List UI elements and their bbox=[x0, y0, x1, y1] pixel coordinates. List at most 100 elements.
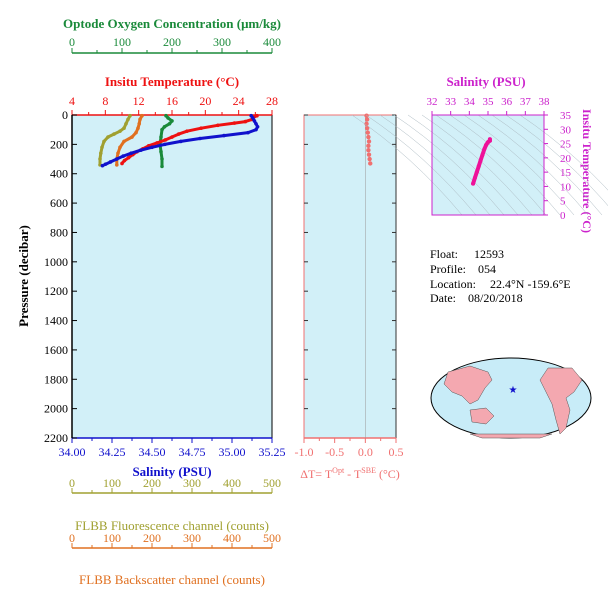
deltat-title-sup2: SBE bbox=[361, 466, 376, 475]
ts-point bbox=[480, 153, 485, 157]
world-map: ★ bbox=[430, 357, 592, 439]
deltat-axis-tick-label: 0.5 bbox=[389, 445, 404, 459]
fluorescence-point bbox=[102, 139, 106, 144]
temperature-axis-tick-label: 12 bbox=[133, 94, 145, 108]
fluorescence-point bbox=[106, 135, 110, 139]
backscatter-point bbox=[116, 151, 120, 155]
map-australia bbox=[469, 407, 495, 425]
backscatter-point bbox=[138, 117, 142, 122]
ts-temperature-tick-label: 15 bbox=[560, 167, 572, 179]
ts-density-contour bbox=[379, 114, 491, 216]
oxygen-point bbox=[166, 116, 170, 120]
fluorescence-point bbox=[112, 132, 116, 136]
temperature-point bbox=[216, 123, 220, 128]
ts-density-contour bbox=[463, 114, 575, 216]
backscatter-axis-title: FLBB Backscatter channel (counts) bbox=[79, 572, 265, 587]
deltat-point bbox=[366, 134, 371, 140]
deltat-point bbox=[366, 143, 371, 149]
ts-density-contour bbox=[435, 114, 547, 216]
ts-point bbox=[487, 137, 492, 142]
temperature-point bbox=[176, 132, 181, 136]
backscatter-axis-tick-label: 200 bbox=[143, 531, 161, 545]
ts-salinity-tick-label: 36 bbox=[501, 96, 513, 108]
temperature-point bbox=[163, 138, 168, 142]
float-label: Float: bbox=[430, 247, 458, 261]
ts-salinity-title: Salinity (PSU) bbox=[446, 74, 525, 89]
salinity-point bbox=[129, 151, 133, 155]
backscatter-axis-tick-label: 500 bbox=[263, 531, 281, 545]
salinity-axis-title: Salinity (PSU) bbox=[132, 464, 211, 479]
ts-point bbox=[478, 158, 483, 163]
fluorescence-point bbox=[98, 157, 102, 161]
oxygen-point bbox=[162, 124, 167, 129]
deltat-point bbox=[364, 121, 369, 127]
salinity-point bbox=[246, 130, 250, 135]
ts-density-contour bbox=[477, 114, 589, 216]
fluorescence-point bbox=[124, 122, 128, 126]
temperature-axis-tick-label: 20 bbox=[199, 94, 211, 108]
backscatter-point bbox=[118, 145, 122, 150]
oxygen-axis-tick-label: 300 bbox=[213, 35, 231, 49]
deltat-point bbox=[367, 156, 372, 162]
date-value: 08/20/2018 bbox=[468, 291, 523, 305]
salinity-point bbox=[251, 116, 255, 120]
fluorescence-point bbox=[128, 113, 132, 118]
ts-point bbox=[474, 170, 479, 175]
deltat-plot-area bbox=[303, 114, 397, 439]
oxygen-point bbox=[167, 122, 172, 126]
deltat-point bbox=[366, 139, 372, 144]
profile-label: Profile: bbox=[430, 262, 466, 276]
temperature-point bbox=[255, 113, 259, 118]
ts-salinity-tick-label: 33 bbox=[445, 96, 457, 108]
deltat-point bbox=[366, 152, 372, 157]
ts-point bbox=[471, 181, 476, 186]
deltat-axis-title: ΔT= TOpt - TSBE (°C) bbox=[300, 466, 400, 481]
backscatter-point bbox=[134, 130, 138, 135]
date-label: Date: bbox=[430, 291, 456, 305]
pressure-axis-tick-label: 400 bbox=[50, 167, 68, 181]
temperature-axis-tick-label: 28 bbox=[266, 94, 278, 108]
fluorescence-axis-tick-label: 300 bbox=[183, 476, 201, 490]
ts-temperature-tick-label: 35 bbox=[560, 110, 572, 122]
ts-salinity-tick-label: 32 bbox=[427, 96, 438, 108]
deltat-point bbox=[368, 161, 373, 166]
profile-value: 054 bbox=[478, 262, 496, 276]
ts-salinity-tick-label: 35 bbox=[483, 96, 495, 108]
fluorescence-point bbox=[118, 129, 122, 133]
deltat-axis-tick-label: -0.5 bbox=[325, 445, 344, 459]
oxygen-point bbox=[160, 127, 164, 132]
oxygen-point bbox=[160, 164, 164, 169]
ts-temperature-title: Insitu Temperature (°C) bbox=[580, 109, 594, 233]
oxygen-point bbox=[170, 119, 174, 123]
pressure-axis-title: Pressure (decibar) bbox=[16, 225, 31, 327]
pressure-axis-tick-label: 1800 bbox=[44, 372, 68, 386]
temperature-point bbox=[170, 135, 174, 139]
float-location-star: ★ bbox=[509, 385, 518, 396]
pressure-axis-tick-label: 1200 bbox=[44, 284, 68, 298]
ts-point bbox=[484, 143, 489, 147]
profile-plot-area bbox=[71, 114, 273, 439]
salinity-point bbox=[103, 162, 108, 166]
backscatter-point bbox=[136, 126, 140, 131]
salinity-point bbox=[222, 133, 226, 138]
oxygen-point bbox=[160, 157, 164, 161]
deltat-point bbox=[364, 126, 370, 131]
oxygen-axis-tick-label: 200 bbox=[163, 35, 181, 49]
ts-point bbox=[476, 164, 481, 169]
fluorescence-axis-tick-label: 400 bbox=[223, 476, 241, 490]
deltat-point bbox=[365, 130, 370, 135]
pressure-axis-tick-label: 600 bbox=[50, 196, 68, 210]
fluorescence-axis-tick-label: 500 bbox=[263, 476, 281, 490]
salinity-axis-tick-label: 34.50 bbox=[139, 445, 166, 459]
salinity-point bbox=[198, 136, 202, 141]
ts-point bbox=[482, 147, 487, 152]
backscatter-point bbox=[115, 163, 119, 167]
ts-density-contour bbox=[393, 114, 505, 216]
salinity-point bbox=[108, 160, 113, 164]
ts-density-contour bbox=[407, 114, 519, 216]
fluorescence-axis-title: FLBB Fluorescence channel (counts) bbox=[75, 518, 269, 533]
map-americas bbox=[539, 367, 583, 435]
backscatter-axis-tick-label: 300 bbox=[183, 531, 201, 545]
location-label: Location: bbox=[430, 277, 476, 291]
salinity-axis-tick-label: 34.25 bbox=[99, 445, 126, 459]
